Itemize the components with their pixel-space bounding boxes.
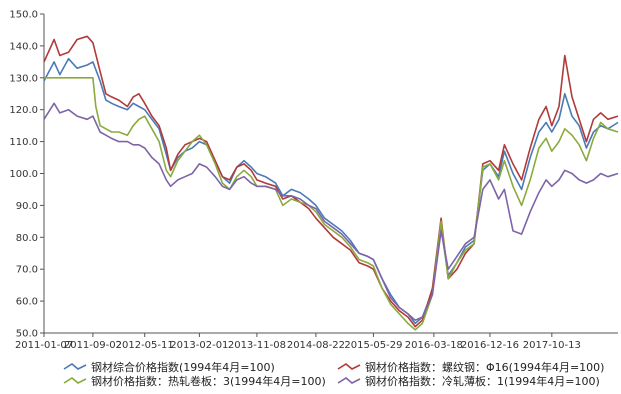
x-tick-label: 2013-11-08 — [228, 340, 286, 351]
x-tick-label: 2017-10-13 — [523, 340, 581, 351]
x-tick-label: 2014-08-22 — [287, 340, 345, 351]
legend: 钢材综合价格指数(1994年4月=100) 钢材价格指数：螺纹钢：Φ16(1994… — [63, 360, 604, 388]
y-tick-label: 60.0 — [16, 297, 38, 308]
legend-swatch — [337, 363, 361, 370]
y-axis-ticks: 50.0 60.0 70.0 80.0 90.0 100.0 110.0 120.0 130.0… — [9, 10, 44, 340]
legend-swatch — [337, 377, 361, 384]
series-line-1 — [43, 57, 619, 325]
legend-label: 钢材综合价格指数(1994年4月=100) — [91, 360, 275, 374]
x-tick-label: 2013-02-01 — [170, 340, 228, 351]
series-lines — [43, 35, 619, 331]
legend-swatch — [63, 363, 87, 370]
y-tick-label: 90.0 — [16, 201, 38, 212]
series-line-3 — [44, 77, 619, 331]
x-tick-label: 2012-05-11 — [116, 340, 174, 351]
series-line-2 — [43, 35, 619, 328]
legend-label: 钢材价格指数：螺纹钢：Φ16(1994年4月=100) — [365, 360, 604, 374]
legend-swatch — [63, 377, 87, 384]
x-tick-label: 2016-03-18 — [405, 340, 463, 351]
y-tick-label: 130.0 — [9, 73, 38, 84]
y-tick-label: 80.0 — [16, 233, 38, 244]
y-tick-label: 140.0 — [9, 41, 38, 52]
x-tick-label: 2015-05-29 — [344, 340, 402, 351]
x-axis-ticks: 2011-01-072011-09-022012-05-112013-02-01… — [15, 333, 581, 351]
legend-label: 钢材价格指数：热轧卷板：3(1994年4月=100) — [91, 374, 326, 388]
series-line-4 — [43, 102, 619, 321]
y-tick-label: 100.0 — [9, 169, 38, 180]
y-tick-label: 150.0 — [9, 10, 38, 21]
y-tick-label: 50.0 — [16, 329, 38, 340]
y-tick-label: 70.0 — [16, 265, 38, 276]
x-tick-label: 2016-12-16 — [461, 340, 519, 351]
legend-label: 钢材价格指数：冷轧薄板：1(1994年4月=100) — [365, 374, 600, 388]
y-tick-label: 120.0 — [9, 105, 38, 116]
x-tick-label: 2011-01-07 — [15, 340, 73, 351]
y-tick-label: 110.0 — [9, 137, 38, 148]
x-tick-label: 2011-09-02 — [64, 340, 122, 351]
